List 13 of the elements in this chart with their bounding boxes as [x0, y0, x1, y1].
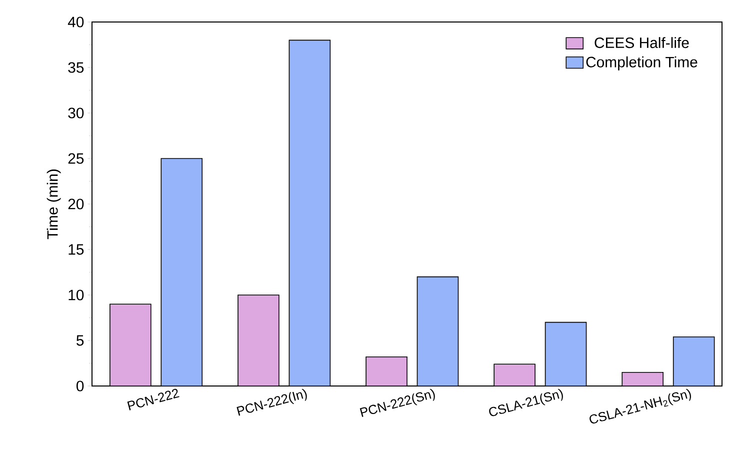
y-tick-label: 20 [68, 198, 84, 210]
y-tick-label: 10 [68, 290, 84, 300]
y-tick-label: 35 [68, 62, 84, 73]
y-tick-label: 40 [68, 16, 84, 28]
y-tick-label: 15 [68, 244, 84, 255]
legend-label: CEES Half-life [594, 37, 689, 48]
y-tick-label: 0 [76, 380, 84, 392]
x-tick-label: PCN-222 [127, 388, 180, 410]
y-tick-label: 25 [68, 153, 84, 164]
y-tick-label: 30 [68, 108, 84, 118]
y-axis-title: Time (min) [46, 170, 61, 240]
y-tick-label: 5 [76, 335, 84, 346]
legend-label: Completion Time [586, 56, 698, 70]
